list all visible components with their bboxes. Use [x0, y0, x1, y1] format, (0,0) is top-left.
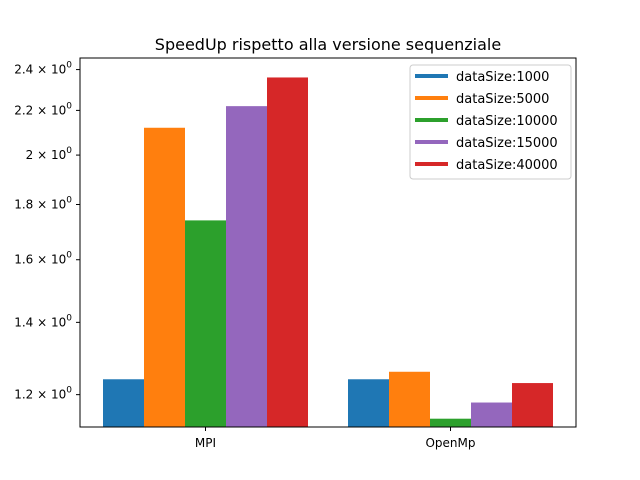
- bar-openmp-3: [430, 418, 471, 427]
- x-axis: MPI OpenMp: [195, 427, 476, 450]
- bar-mpi-3: [185, 220, 226, 427]
- x-tick-label-mpi: MPI: [195, 436, 216, 450]
- bar-openmp-5: [512, 383, 553, 427]
- bar-mpi-1: [103, 379, 144, 427]
- legend-box: [409, 64, 572, 180]
- bar-mpi-4: [226, 106, 267, 427]
- bar-mpi-5: [267, 77, 308, 427]
- plot-frame: [79, 57, 577, 428]
- bar-openmp-1: [348, 379, 389, 427]
- y-tick-label: 1.6 × 100: [14, 251, 72, 267]
- chart-title: SpeedUp rispetto alla versione sequenzia…: [155, 35, 501, 54]
- y-axis: 1.2 × 100 1.4 × 100 1.6 × 100 1.8 × 100 2 × …: [14, 61, 80, 402]
- legend-label-5: dataSize:40000: [456, 158, 558, 173]
- legend-label-1: dataSize:1000: [456, 70, 549, 85]
- y-tick-label: 2.4 × 100: [14, 61, 72, 77]
- x-tick-label-openmp: OpenMp: [425, 436, 475, 450]
- y-tick-label: 1.8 × 100: [14, 195, 72, 211]
- y-tick-label: 1.4 × 100: [14, 313, 72, 329]
- bars-group: [103, 77, 553, 427]
- bar-openmp-2: [389, 371, 430, 427]
- y-tick-label: 2 × 100: [26, 146, 73, 162]
- bar-openmp-4: [471, 402, 512, 427]
- y-tick-label: 1.2 × 100: [14, 386, 72, 402]
- y-tick-label: 2.2 × 100: [14, 101, 72, 117]
- legend-label-3: dataSize:10000: [456, 114, 558, 129]
- legend-label-4: dataSize:15000: [456, 136, 558, 151]
- legend-label-2: dataSize:5000: [456, 92, 549, 107]
- bar-mpi-2: [144, 127, 185, 427]
- legend: dataSize:1000 dataSize:5000 dataSize:10000…: [409, 64, 572, 180]
